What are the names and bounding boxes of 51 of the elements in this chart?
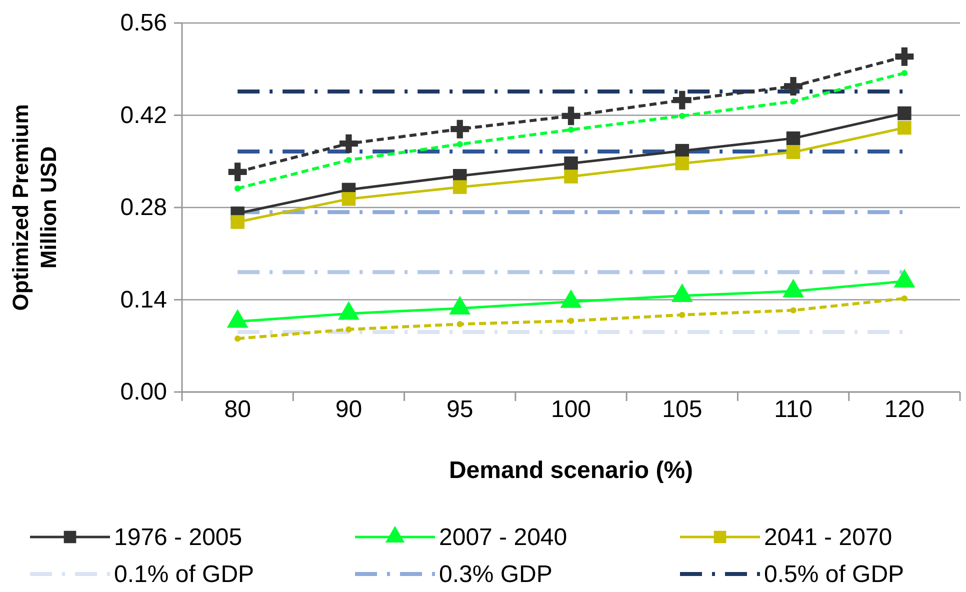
legend-label: 1976 - 2005 [114, 524, 242, 551]
point [568, 318, 574, 324]
x-axis-title: Demand scenario (%) [448, 457, 694, 484]
y-tick-label: 0.56 [120, 10, 167, 37]
y-tick-label: 0.28 [120, 194, 167, 222]
point [230, 215, 244, 229]
point [790, 98, 796, 104]
x-tick-label: 80 [224, 396, 251, 423]
x-tick-label: 120 [884, 396, 924, 423]
legend-label: 2041 - 2070 [764, 524, 892, 551]
y-tick-label: 0.42 [120, 102, 167, 129]
point [675, 156, 690, 170]
point [339, 134, 358, 153]
point [679, 112, 686, 119]
point [234, 185, 241, 192]
point [901, 70, 908, 76]
point [346, 326, 352, 332]
point [790, 307, 796, 314]
point [346, 156, 352, 164]
point [901, 295, 908, 302]
y-tick-label: 0.14 [120, 286, 167, 314]
point [456, 141, 463, 148]
point [786, 145, 800, 160]
point [564, 156, 578, 170]
x-tick-label: 100 [550, 396, 592, 423]
y-axis-title: Optimized Premium Million USD [8, 104, 61, 311]
point [452, 180, 467, 194]
point [234, 336, 241, 342]
point [564, 170, 578, 184]
point [679, 312, 686, 318]
x-tick-label: 110 [774, 396, 812, 423]
x-tick-label: 105 [662, 396, 702, 423]
y-tick-label: 0.00 [120, 378, 167, 406]
point [450, 120, 470, 138]
x-tick-label: 95 [446, 396, 474, 423]
point [568, 126, 574, 133]
point [672, 90, 692, 110]
legend-label: 0.1% of GDP [114, 561, 254, 588]
legend-label: 0.3% GDP [439, 561, 552, 588]
point [342, 192, 356, 206]
legend-label: 2007 - 2040 [439, 524, 568, 551]
point [898, 120, 912, 135]
point [228, 162, 247, 182]
point [898, 106, 912, 120]
point [895, 47, 914, 66]
point [786, 131, 800, 146]
legend-label: 0.5% of GDP [764, 561, 904, 588]
point [784, 77, 803, 96]
point [456, 321, 463, 328]
x-tick-label: 90 [335, 396, 362, 423]
point [562, 106, 580, 126]
